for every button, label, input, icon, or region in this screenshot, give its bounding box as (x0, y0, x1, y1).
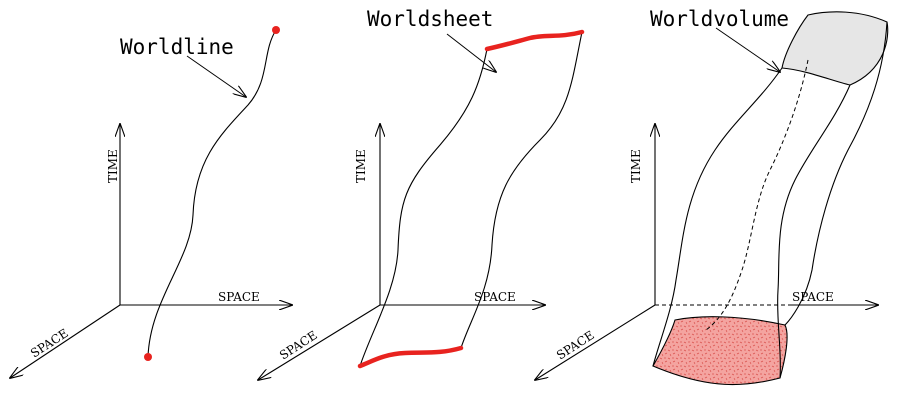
space-x-axis-label: SPACE (792, 290, 834, 304)
space-z-axis (10, 304, 121, 378)
worldline-pointer (186, 55, 246, 97)
worldsheet-right-edge (460, 31, 583, 349)
panel-worldsheet: TIME SPACE SPACE Worldsheet (258, 7, 585, 380)
space-x-axis-label: SPACE (218, 290, 260, 304)
space-z-axis (535, 304, 656, 380)
panel-worldline: TIME SPACE SPACE Worldline (10, 26, 292, 378)
volume-top-face (781, 11, 889, 86)
worldline-end-point (272, 26, 280, 34)
axes-worldvolume (535, 124, 878, 380)
worldvolume-title: Worldvolume (650, 7, 789, 31)
worldline-curve (147, 29, 277, 358)
volume-back-edge (784, 21, 888, 326)
time-axis-label: TIME (106, 149, 120, 183)
panel-worldvolume: TIME SPACE SPACE Worldvolume (535, 7, 889, 386)
space-x-axis-label: SPACE (474, 290, 516, 304)
worldsheet-left-edge (359, 48, 488, 367)
string-top (484, 29, 585, 52)
string-bottom (357, 345, 464, 369)
worldline-title: Worldline (120, 35, 234, 59)
worldsheet-pointer (446, 33, 496, 72)
axes-worldline (10, 124, 292, 378)
space-z-axis (258, 304, 381, 380)
volume-right-edge (777, 84, 851, 379)
volume-bottom-face (652, 316, 788, 386)
space-z-axis-label: SPACE (277, 328, 320, 363)
worldline-start-point (144, 353, 152, 361)
volume-hidden-edge (705, 59, 809, 331)
volume-left-edge (652, 67, 783, 367)
worldvolume-pointer (715, 27, 780, 72)
time-axis-label: TIME (354, 149, 368, 183)
worldsheet-title: Worldsheet (367, 7, 493, 31)
space-z-axis-label: SPACE (28, 326, 71, 361)
time-axis-label: TIME (629, 149, 643, 183)
